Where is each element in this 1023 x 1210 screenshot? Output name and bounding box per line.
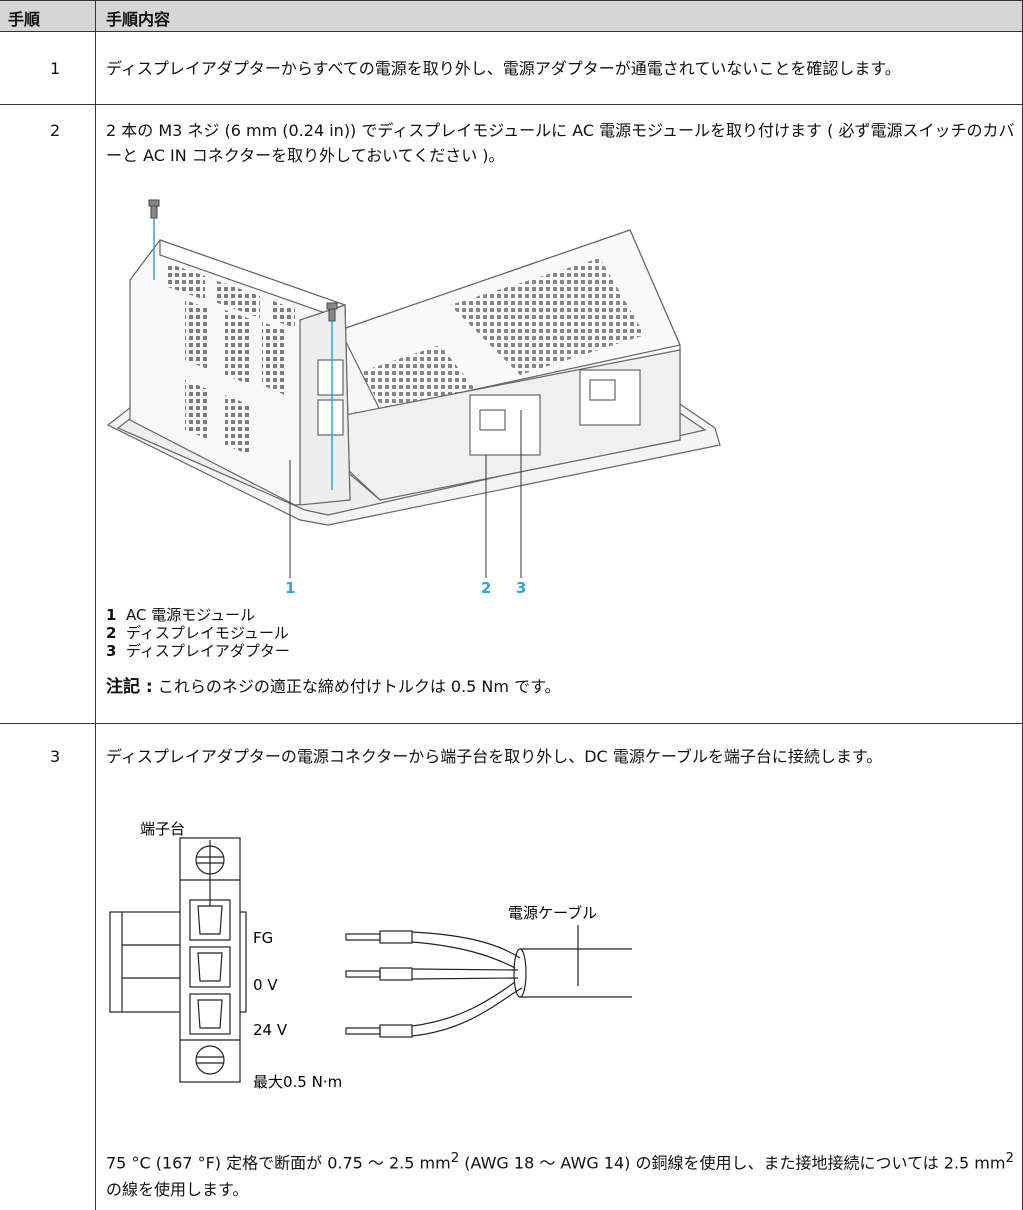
cell (95, 31, 1023, 105)
legend-item: 2 ディスプレイモジュール (106, 624, 290, 642)
step-text: ディスプレイアダプターからすべての電源を取り外し、電源アダプターが通電されていな… (106, 59, 901, 78)
step-number: 1 (50, 59, 61, 78)
header-step: 手順 (8, 10, 41, 29)
legend-text: ディスプレイアダプター (125, 642, 290, 660)
sup: 2 (1005, 1151, 1014, 1166)
cell (0, 104, 96, 724)
legend-item: 1 AC 電源モジュール (106, 606, 290, 624)
step-text: 2 本の M3 ネジ (6 mm (0.24 in)) でディスプレイモジュール… (106, 121, 1015, 165)
cell (95, 104, 1023, 724)
sup: 2 (450, 1151, 460, 1166)
text: 75 °C (167 °F) 定格で断面が 0.75 ～ 2.5 mm (106, 1153, 451, 1173)
step-text: ディスプレイアダプターの電源コネクターから端子台を取り外し、DC 電源ケーブルを… (106, 747, 883, 766)
note-label: 注記 : (106, 677, 153, 697)
cell (0, 31, 96, 105)
note: 注記 : これらのネジの適正な締め付けトルクは 0.5 Nm です。 (106, 674, 560, 700)
legend-num: 3 (106, 642, 117, 660)
legend-text: AC 電源モジュール (125, 606, 256, 624)
text: の線を使用します。 (106, 1180, 249, 1200)
legend-text: ディスプレイモジュール (125, 624, 289, 642)
legend: 1 AC 電源モジュール 2 ディスプレイモジュール 3 ディスプレイアダプター (106, 606, 290, 660)
legend-num: 1 (106, 606, 117, 624)
header-cell (95, 0, 1023, 32)
cell (0, 723, 96, 1210)
legend-item: 3 ディスプレイアダプター (106, 642, 290, 660)
cell (95, 723, 1023, 1210)
text: (AWG 18 ～ AWG 14) の銅線を使用し、また接地接続については 2.… (459, 1153, 1006, 1173)
wire-note: 75 °C (167 °F) 定格で断面が 0.75 ～ 2.5 mm2 (AW… (106, 1145, 1018, 1203)
header-content: 手順内容 (106, 10, 171, 29)
legend-num: 2 (106, 624, 117, 642)
header-cell (0, 0, 96, 32)
note-text: これらのネジの適正な締め付けトルクは 0.5 Nm です。 (157, 677, 561, 696)
step-number: 3 (50, 747, 61, 766)
step-number: 2 (50, 121, 61, 140)
